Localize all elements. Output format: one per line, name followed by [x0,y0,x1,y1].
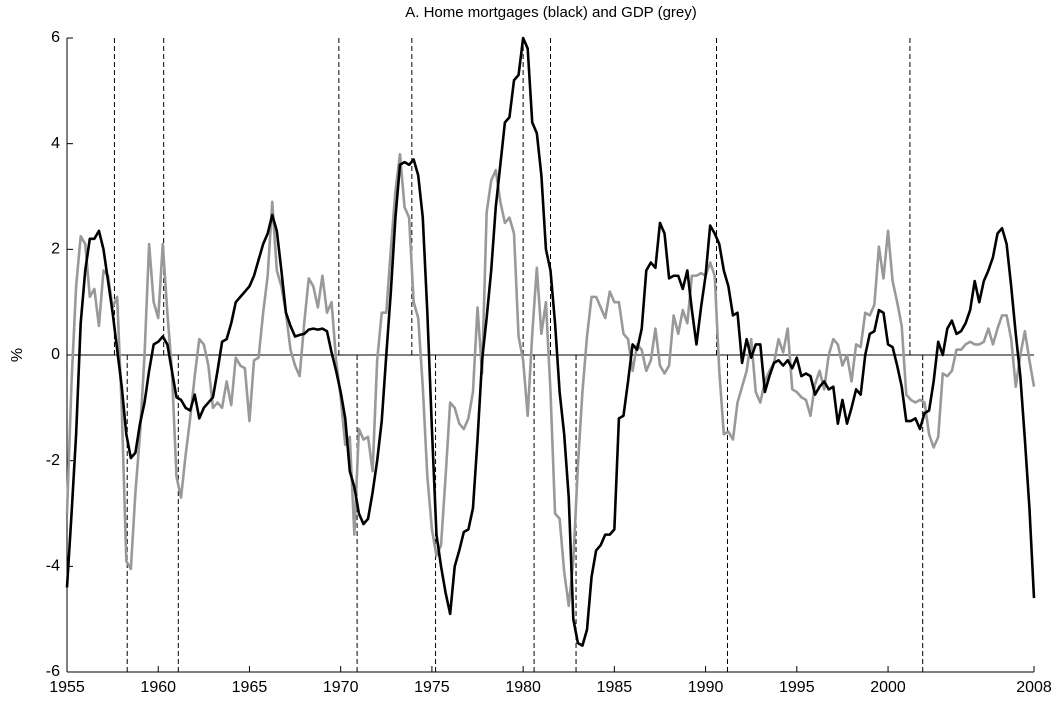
y-tick-label: -4 [46,558,60,575]
chart-title: A. Home mortgages (black) and GDP (grey) [405,4,697,21]
y-tick-label: 6 [51,29,60,46]
x-tick-label: 1970 [323,679,359,696]
x-tick-label: 2008 [1016,679,1052,696]
x-tick-label: 1960 [140,679,176,696]
x-tick-label: 1965 [232,679,268,696]
x-tick-label: 2000 [870,679,906,696]
x-tick-label: 1975 [414,679,450,696]
y-tick-label: -6 [46,663,60,680]
x-tick-label: 1990 [688,679,724,696]
y-axis-label: % [9,348,26,362]
x-tick-label: 1995 [779,679,815,696]
x-tick-label: 1980 [505,679,541,696]
y-tick-label: 2 [51,241,60,258]
y-tick-label: 4 [51,135,60,152]
y-tick-label: -2 [46,452,60,469]
x-tick-label: 1955 [49,679,85,696]
series-line [65,152,1036,608]
series-line [65,36,1036,647]
y-tick-label: 0 [51,346,60,363]
x-tick-label: 1985 [597,679,633,696]
